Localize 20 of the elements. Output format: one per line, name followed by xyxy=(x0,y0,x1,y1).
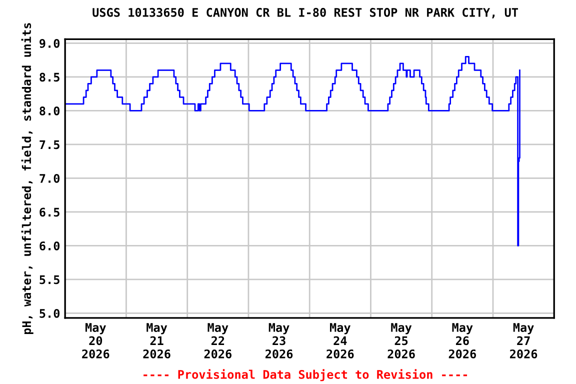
y-tick-label: 6.0 xyxy=(40,241,60,250)
chart-title: USGS 10133650 E CANYON CR BL I-80 REST STOP NR PARK CITY, UT xyxy=(92,8,518,18)
x-tick-label: May 22 2026 xyxy=(204,323,232,358)
x-tick-label: May 27 2026 xyxy=(510,323,538,358)
x-tick-label: May 24 2026 xyxy=(326,323,354,358)
y-tick-label: 7.0 xyxy=(40,174,60,183)
y-tick-label: 5.5 xyxy=(40,275,60,284)
y-tick-label: 5.0 xyxy=(40,308,60,318)
y-tick-label: 9.0 xyxy=(40,38,60,48)
y-tick-label: 8.0 xyxy=(40,106,60,116)
x-tick-label: May 20 2026 xyxy=(82,323,110,358)
y-tick-label: 8.5 xyxy=(40,72,60,82)
x-tick-label: May 21 2026 xyxy=(143,323,170,358)
y-axis-title: pH, water, unfiltered, field, standard units xyxy=(21,23,34,334)
y-tick-label: 7.5 xyxy=(40,140,60,150)
y-tick-label: 6.5 xyxy=(40,208,60,217)
x-tick-label: May 23 2026 xyxy=(265,323,293,358)
x-tick-label: May 25 2026 xyxy=(388,323,415,358)
text: ---- Provisional Data Subject to Revision ---- xyxy=(144,369,468,382)
x-tick-label: May 26 2026 xyxy=(448,323,476,358)
